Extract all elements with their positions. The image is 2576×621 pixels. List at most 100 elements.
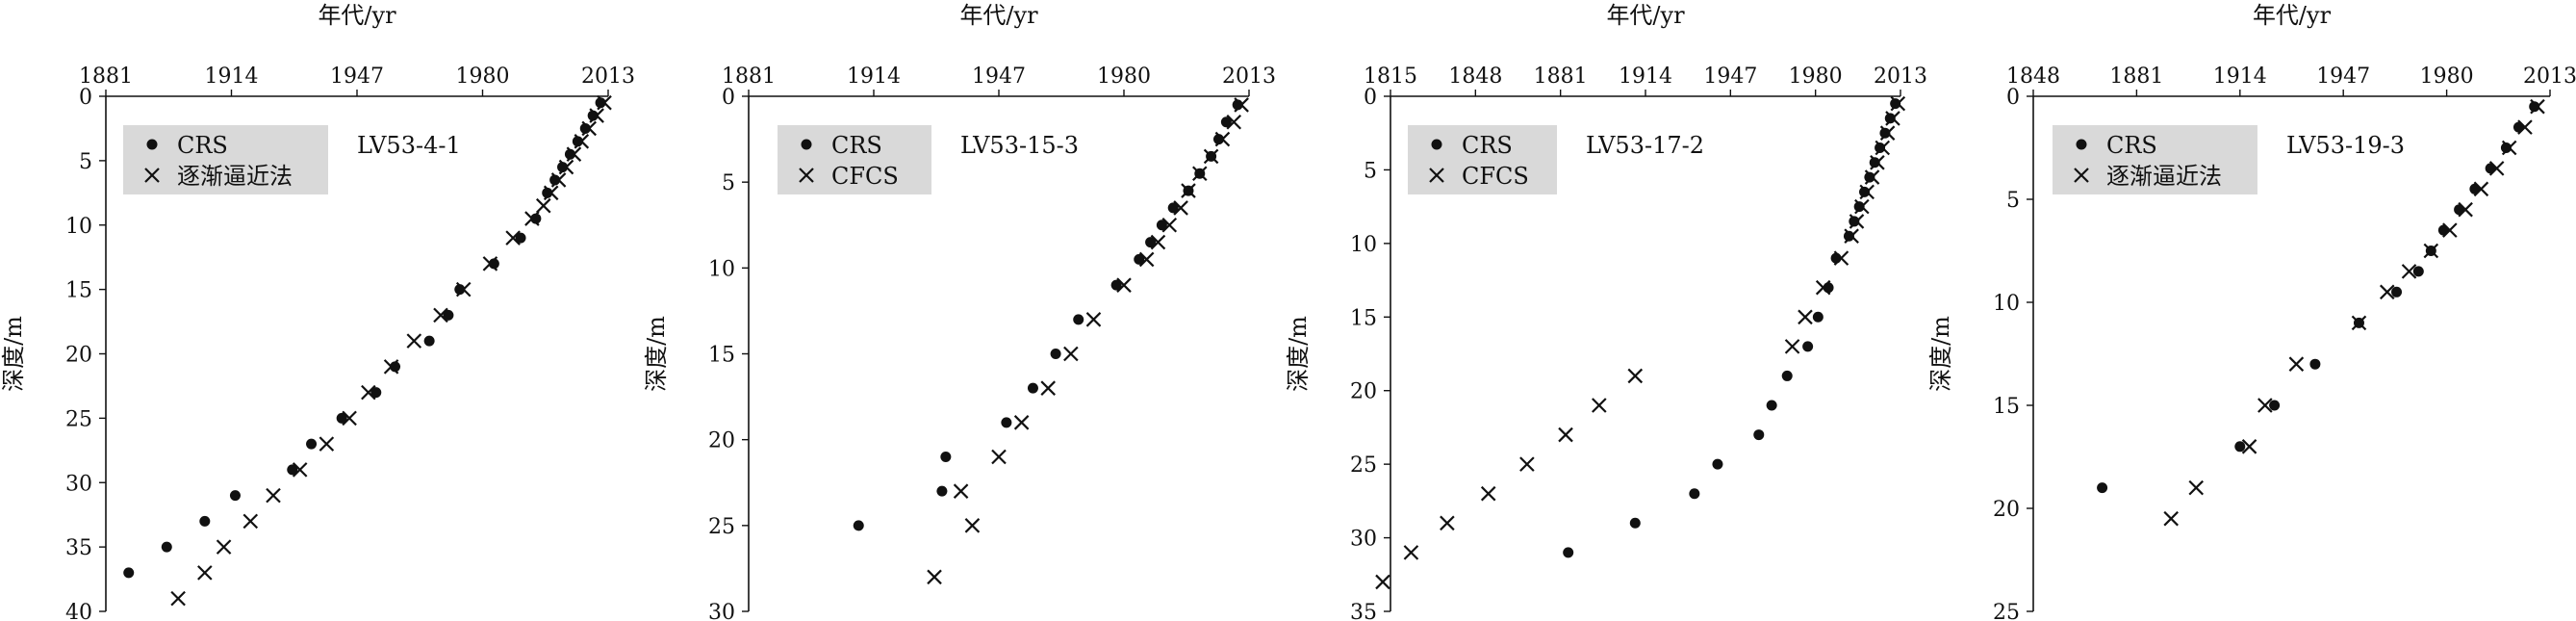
data-point: [2379, 284, 2395, 300]
y-tick-label: 0: [722, 86, 735, 110]
x-axis-title: 年代/yr: [318, 2, 396, 29]
data-point: [199, 515, 211, 527]
y-tick-label: 35: [1350, 601, 1377, 621]
data-point: [1138, 251, 1155, 268]
data-point: [1220, 116, 1232, 128]
chart-panel-2: 1881 1914 1947 1980 2013 0 5 10 15 20 25 30 年代/yr 深度/…: [643, 2, 1276, 621]
data-point: [1890, 95, 1906, 112]
data-point: [1884, 113, 1896, 124]
data-point: [1853, 201, 1865, 213]
data-point: [1864, 171, 1875, 183]
data-point: [1558, 427, 1573, 443]
data-point: [2257, 398, 2273, 413]
legend-marker-dot: [2076, 139, 2087, 150]
y-tick-label: 5: [79, 150, 92, 174]
data-point: [1480, 485, 1496, 502]
chart-panel-4: 1848 1881 1914 1947 1980 2013 0 5 10 15 20 25 年代/yr 深…: [1927, 2, 2576, 621]
data-point: [1802, 341, 1814, 352]
data-point: [1063, 346, 1079, 362]
data-point: [1627, 368, 1644, 384]
y-tick-label: 25: [708, 515, 735, 539]
data-point: [1073, 314, 1084, 325]
data-point: [161, 541, 172, 553]
data-point: [2423, 243, 2439, 259]
data-point: [443, 309, 454, 321]
data-point: [2517, 119, 2533, 135]
legend-entry: CRS: [177, 132, 228, 159]
data-point: [1116, 277, 1132, 293]
data-point: [953, 483, 969, 499]
data-point: [1156, 220, 1167, 231]
data-point: [1781, 370, 1793, 381]
data-point: [1784, 339, 1800, 354]
x-tick-label: 1815: [1364, 65, 1417, 89]
data-point: [1870, 155, 1885, 170]
data-point: [1849, 216, 1860, 227]
x-tick-label: 1980: [456, 65, 510, 89]
data-point: [1844, 228, 1859, 244]
data-point: [370, 387, 382, 399]
data-point: [2529, 101, 2540, 113]
data-point: [170, 590, 186, 607]
data-point: [1145, 237, 1157, 248]
y-tick-label: 15: [1993, 395, 2020, 419]
y-tick-label: 0: [79, 86, 92, 110]
legend-entry: CRS: [2106, 132, 2157, 159]
data-point: [1001, 417, 1012, 428]
y-tick-label: 10: [1993, 292, 2020, 316]
legend-marker-cross: [2074, 168, 2089, 183]
data-point: [1150, 234, 1166, 250]
data-point: [1027, 382, 1038, 394]
data-point: [1869, 157, 1880, 168]
y-tick-label: 25: [1993, 601, 2020, 621]
data-point: [1040, 380, 1056, 396]
y-axis-title: 深度/m: [1927, 316, 1954, 392]
x-tick-label: 2013: [2523, 65, 2576, 89]
data-point: [1629, 517, 1641, 529]
data-point: [1815, 279, 1831, 296]
x-tick-label: 1980: [1789, 65, 1843, 89]
legend-box: [778, 125, 931, 194]
data-point: [1875, 140, 1891, 156]
x-tick-label: 2013: [1222, 65, 1276, 89]
x-axis-title: 年代/yr: [959, 2, 1038, 29]
data-point: [1859, 184, 1875, 200]
data-point: [2241, 439, 2257, 454]
data-point: [1050, 349, 1061, 359]
sample-label: LV53-15-3: [960, 132, 1079, 159]
x-tick-label: 1914: [1619, 65, 1672, 89]
y-axis-title: 深度/m: [1285, 316, 1312, 392]
y-tick-label: 15: [708, 344, 735, 368]
data-point: [1843, 230, 1854, 242]
data-point: [455, 281, 472, 298]
legend-marker-dot: [1431, 139, 1442, 150]
legend-box: [1408, 125, 1557, 194]
data-point: [1192, 166, 1208, 182]
series-cross: [2163, 98, 2545, 527]
data-point: [2442, 222, 2458, 238]
legend: CRS 逐渐逼近法: [123, 125, 328, 194]
data-point: [1563, 547, 1574, 558]
y-tick-label: 15: [1350, 306, 1377, 330]
data-point: [1234, 97, 1249, 113]
x-tick-label: 1881: [79, 65, 133, 89]
data-point: [1232, 99, 1243, 111]
data-point: [1212, 134, 1224, 145]
legend-entry: 逐渐逼近法: [177, 163, 293, 190]
data-point: [589, 108, 604, 123]
data-point: [2269, 400, 2281, 411]
legend-entry: CFCS: [1462, 163, 1529, 190]
legend: CRS CFCS: [1408, 125, 1557, 194]
legend-box: [123, 125, 328, 194]
y-tick-label: 35: [65, 536, 92, 560]
y-tick-label: 5: [1364, 159, 1377, 183]
x-tick-label: 1914: [847, 65, 901, 89]
data-point: [535, 197, 551, 214]
legend-marker-dot: [146, 139, 158, 150]
data-point: [1375, 574, 1390, 590]
y-tick-label: 20: [1350, 380, 1377, 404]
data-point: [1875, 142, 1886, 153]
y-tick-label: 0: [2006, 86, 2020, 110]
data-point: [383, 359, 399, 375]
